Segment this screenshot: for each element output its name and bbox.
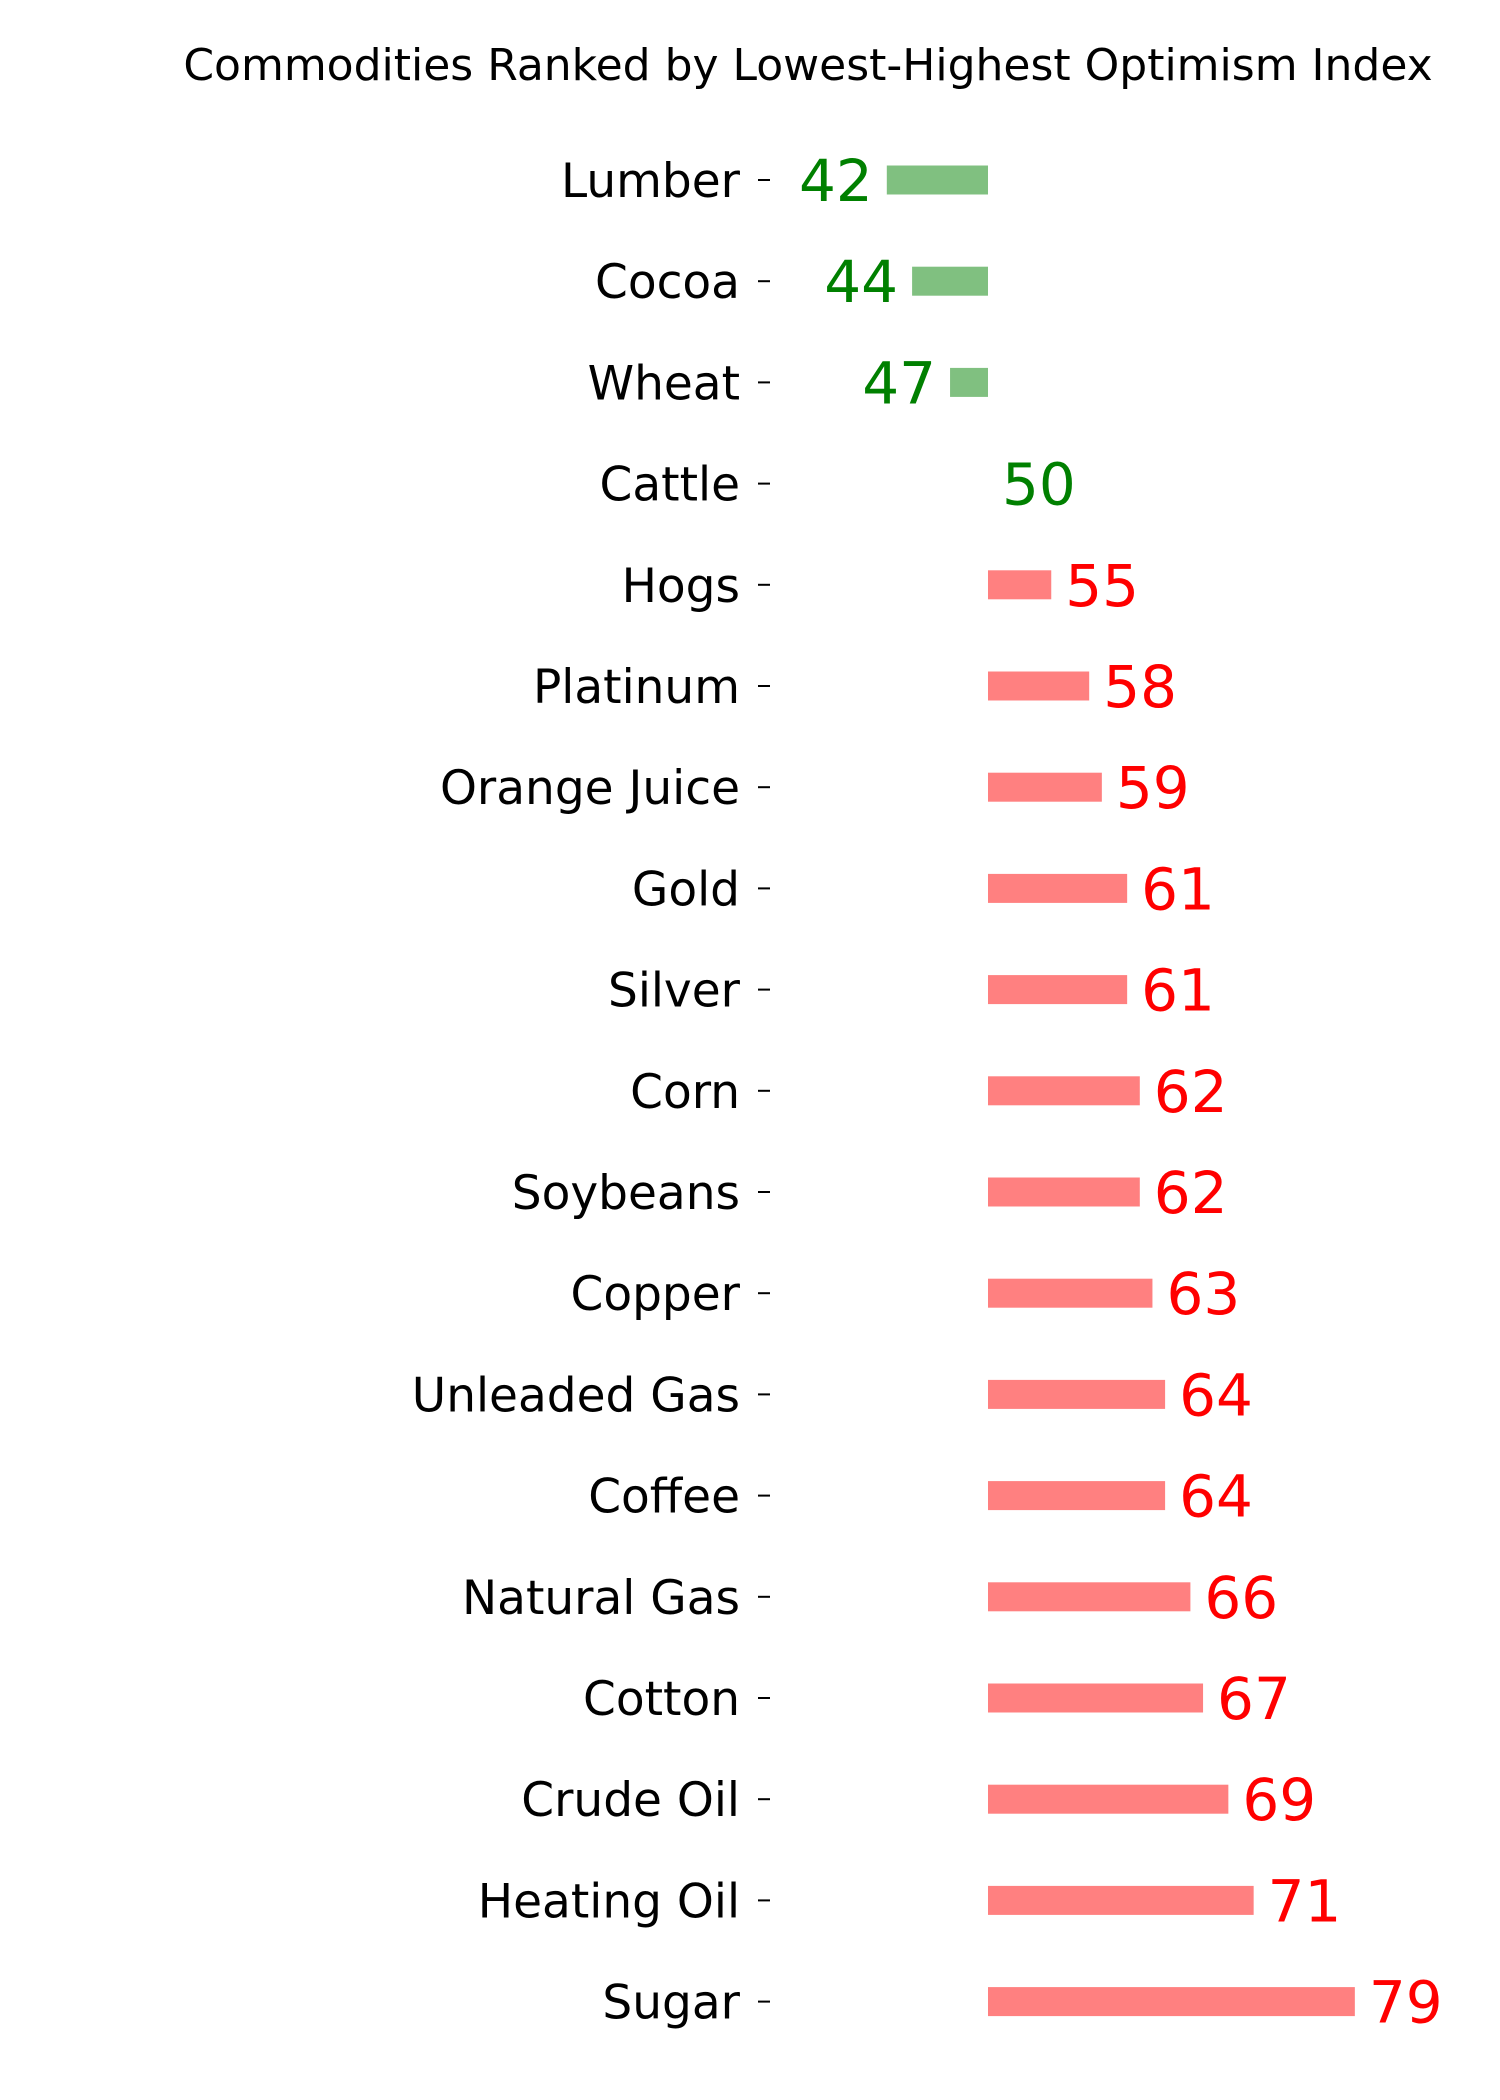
category-label-cotton: Cotton xyxy=(583,1672,740,1727)
value-label-hogs: 55 xyxy=(1065,552,1139,620)
category-label-natural-gas: Natural Gas xyxy=(462,1571,740,1626)
category-label-hogs: Hogs xyxy=(622,559,740,614)
bar-coffee xyxy=(988,1481,1166,1511)
bar-natural-gas xyxy=(988,1582,1191,1612)
bar-heating-oil xyxy=(988,1885,1254,1915)
category-label-coffee: Coffee xyxy=(588,1470,740,1525)
bar-cocoa xyxy=(912,266,988,296)
value-label-cattle: 50 xyxy=(1002,451,1076,519)
bar-soybeans xyxy=(988,1177,1140,1207)
bar-copper xyxy=(988,1278,1153,1308)
chart-rows: Lumber 42 Cocoa 44 Wheat 47 Cattle 50 Hogs 55 Plat… xyxy=(412,147,1443,2037)
value-label-crude-oil: 69 xyxy=(1242,1766,1316,1834)
value-label-corn: 62 xyxy=(1154,1058,1228,1126)
category-label-crude-oil: Crude Oil xyxy=(521,1773,740,1828)
category-label-soybeans: Soybeans xyxy=(512,1166,740,1221)
category-label-unleaded-gas: Unleaded Gas xyxy=(412,1368,740,1423)
category-label-cocoa: Cocoa xyxy=(595,255,740,310)
value-label-heating-oil: 71 xyxy=(1268,1867,1342,1935)
category-label-cattle: Cattle xyxy=(600,458,740,513)
category-label-platinum: Platinum xyxy=(533,660,740,715)
category-label-lumber: Lumber xyxy=(561,154,741,209)
bar-corn xyxy=(988,1076,1140,1106)
value-label-cocoa: 44 xyxy=(824,248,898,316)
bar-gold xyxy=(988,873,1128,903)
bar-lumber xyxy=(886,165,988,195)
bar-unleaded-gas xyxy=(988,1379,1166,1409)
value-label-natural-gas: 66 xyxy=(1204,1564,1278,1632)
bar-cotton xyxy=(988,1683,1204,1713)
category-label-orange-juice: Orange Juice xyxy=(440,761,740,816)
bar-hogs xyxy=(988,570,1052,600)
bar-platinum xyxy=(988,671,1090,701)
value-label-unleaded-gas: 64 xyxy=(1179,1361,1253,1429)
category-label-sugar: Sugar xyxy=(602,1976,740,2031)
value-label-lumber: 42 xyxy=(799,147,873,215)
chart-title: Commodities Ranked by Lowest-Highest Opt… xyxy=(183,40,1432,91)
bar-sugar xyxy=(988,1987,1355,2017)
category-label-silver: Silver xyxy=(608,964,741,1019)
value-label-orange-juice: 59 xyxy=(1116,754,1190,822)
value-label-wheat: 47 xyxy=(862,349,936,417)
value-label-sugar: 79 xyxy=(1369,1969,1443,2037)
value-label-copper: 63 xyxy=(1166,1260,1240,1328)
category-label-gold: Gold xyxy=(632,862,740,917)
category-label-heating-oil: Heating Oil xyxy=(478,1874,740,1929)
value-label-coffee: 64 xyxy=(1179,1463,1253,1531)
value-label-cotton: 67 xyxy=(1217,1665,1291,1733)
bar-wheat xyxy=(950,367,988,397)
bar-orange-juice xyxy=(988,772,1102,802)
category-label-corn: Corn xyxy=(630,1065,740,1120)
value-label-soybeans: 62 xyxy=(1154,1159,1228,1227)
bar-silver xyxy=(988,975,1128,1005)
value-label-silver: 61 xyxy=(1141,957,1215,1025)
value-label-platinum: 58 xyxy=(1103,653,1177,721)
bar-crude-oil xyxy=(988,1784,1229,1814)
value-label-gold: 61 xyxy=(1141,855,1215,923)
category-label-copper: Copper xyxy=(571,1267,741,1322)
category-label-wheat: Wheat xyxy=(588,356,740,411)
